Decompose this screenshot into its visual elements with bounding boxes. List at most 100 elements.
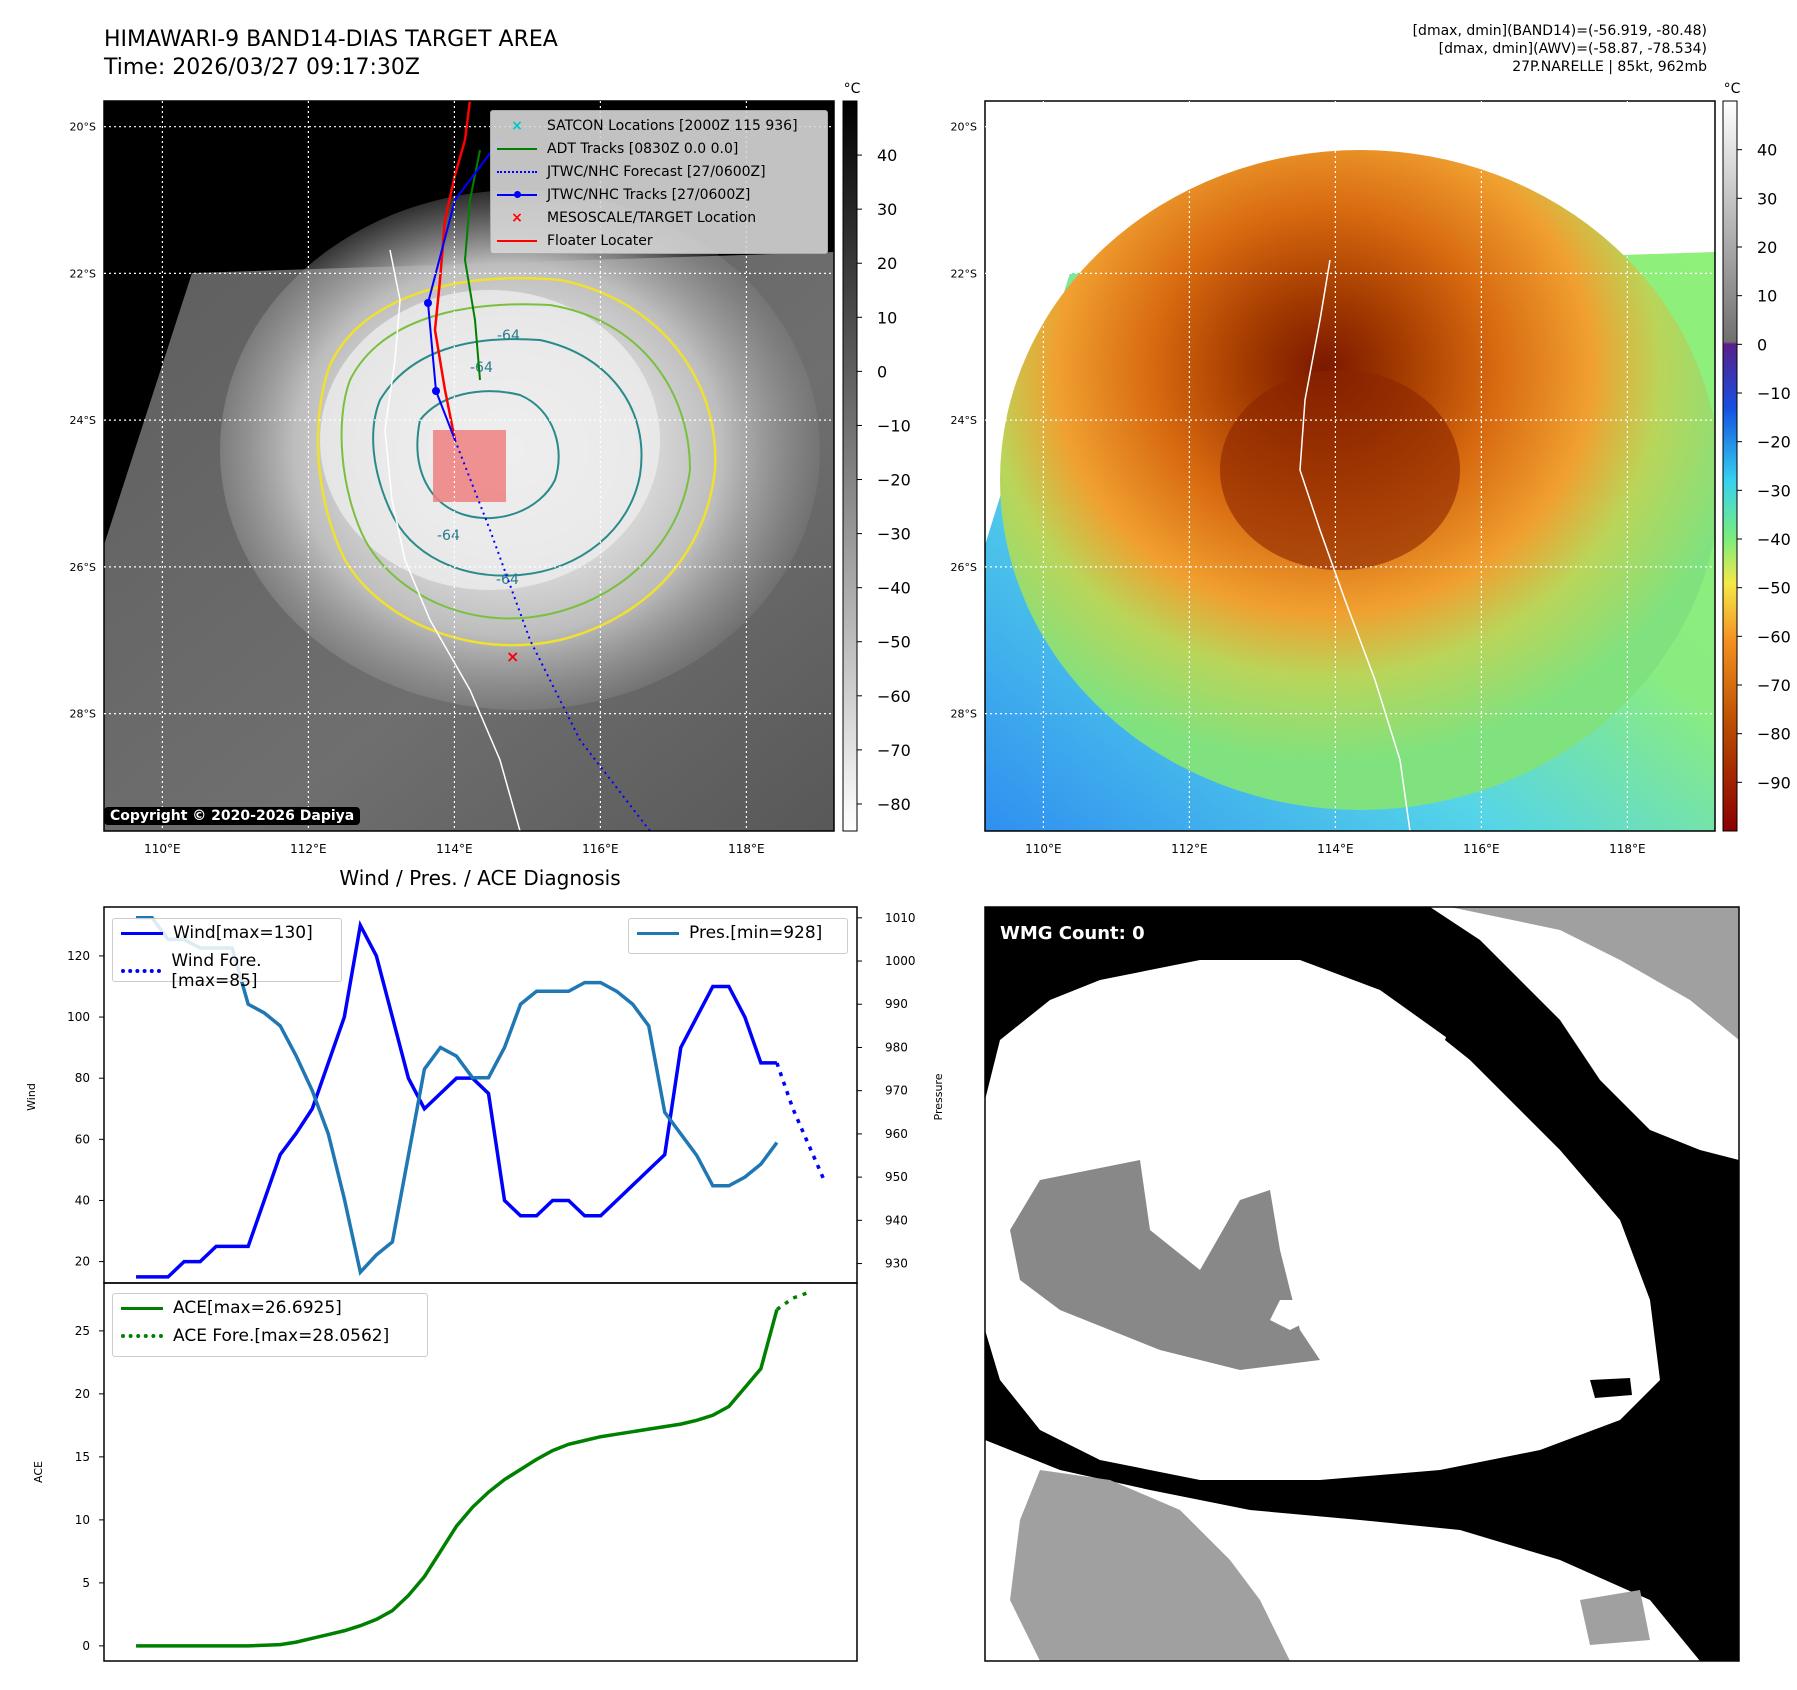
- pressure-ytick-label: 960: [885, 1127, 908, 1141]
- pressure-ytick-label: 990: [885, 997, 908, 1011]
- pressure-ytick-label: 980: [885, 1040, 908, 1054]
- legend-swatch-ace-fore: [121, 1334, 163, 1338]
- ir-cbar-label: 20: [877, 254, 897, 273]
- awv-lat-label: 28°S: [951, 708, 977, 721]
- ir-lat-label: 26°S: [70, 561, 96, 574]
- awv-cbar-label: −70: [1757, 676, 1791, 695]
- figure-time: Time: 2026/03/27 09:17:30Z: [104, 55, 420, 80]
- ir-legend-item: ADT Tracks [0830Z 0.0 0.0]: [497, 137, 827, 160]
- awv-cbar-label: −10: [1757, 384, 1791, 403]
- legend-swatch-ace: [121, 1306, 163, 1310]
- ir-legend-item: × MESOSCALE/TARGET Location: [497, 206, 827, 229]
- legend-ace: ACE[max=26.6925]: [173, 1298, 342, 1318]
- wind-ytick-label: 20: [75, 1255, 90, 1269]
- ir-cbar-label: −10: [877, 416, 911, 435]
- awv-cbar-label: 10: [1757, 287, 1777, 306]
- ir-legend-swatch: ×: [511, 117, 523, 134]
- awv-lat-label: 24°S: [951, 414, 977, 427]
- ir-lon-label: 110°E: [144, 842, 181, 856]
- ir-legend-label: ADT Tracks [0830Z 0.0 0.0]: [547, 140, 739, 157]
- legend-swatch-pressure: [637, 931, 679, 935]
- series-line-1: [775, 1062, 827, 1183]
- ir-cbar-label: 30: [877, 200, 897, 219]
- awv-lon-label: 112°E: [1171, 842, 1208, 856]
- ir-legend-item: × SATCON Locations [2000Z 115 936]: [497, 114, 827, 137]
- ir-lat-label: 22°S: [70, 267, 96, 280]
- ir-legend: × SATCON Locations [2000Z 115 936] ADT Tra…: [490, 110, 828, 254]
- legend-pressure: Pres.[min=928]: [689, 923, 823, 943]
- pressure-legend: Pres.[min=928]: [628, 918, 848, 954]
- wind-ylabel: Wind: [25, 1083, 38, 1111]
- awv-lon-label: 114°E: [1317, 842, 1354, 856]
- ir-legend-label: SATCON Locations [2000Z 115 936]: [547, 117, 798, 134]
- ir-cbar-label: −60: [877, 687, 911, 706]
- pressure-ytick-label: 940: [885, 1213, 908, 1227]
- ir-cbar-label: 10: [877, 308, 897, 327]
- pressure-ytick-label: 930: [885, 1257, 908, 1271]
- pressure-ytick-label: 1000: [885, 954, 916, 968]
- awv-cbar-label: −80: [1757, 725, 1791, 744]
- awv-cbar-label: −50: [1757, 579, 1791, 598]
- ir-legend-label: MESOSCALE/TARGET Location: [547, 209, 757, 226]
- ir-colorbar-unit: °C: [844, 81, 861, 97]
- legend-wind-fore: Wind Fore.[max=85]: [171, 951, 262, 991]
- copyright-badge: Copyright © 2020-2026 Dapiya: [104, 807, 361, 825]
- awv-cbar-label: −90: [1757, 773, 1791, 792]
- wind-ytick-label: 80: [75, 1071, 90, 1085]
- ace-ytick-label: 0: [82, 1639, 90, 1653]
- contour-label: -64: [496, 572, 519, 588]
- ace-legend: ACE[max=26.6925] ACE Fore.[max=28.0562]: [112, 1293, 428, 1357]
- ir-legend-swatch: [497, 190, 537, 198]
- info-storm: 27P.NARELLE | 85kt, 962mb: [1512, 59, 1707, 75]
- ir-cbar-label: −30: [877, 525, 911, 544]
- ir-legend-label: JTWC/NHC Tracks [27/0600Z]: [547, 186, 751, 203]
- pressure-ytick-label: 1010: [885, 911, 916, 925]
- ace-series-line-0: [136, 1309, 779, 1648]
- ir-legend-item: JTWC/NHC Tracks [27/0600Z]: [497, 183, 827, 206]
- ir-legend-label: JTWC/NHC Forecast [27/0600Z]: [547, 163, 766, 180]
- ir-cbar-label: −70: [877, 741, 911, 760]
- ir-cbar-label: −40: [877, 579, 911, 598]
- awv-cbar-label: −60: [1757, 627, 1791, 646]
- awv-colorbar-unit: °C: [1724, 81, 1741, 97]
- contour-label: -64: [437, 528, 460, 544]
- contour-label: -64: [497, 328, 520, 344]
- ir-lat-label: 20°S: [70, 121, 96, 134]
- ace-series-line-1: [775, 1290, 810, 1311]
- pressure-ylabel: Pressure: [932, 1073, 945, 1120]
- legend-wind: Wind[max=130]: [173, 923, 313, 943]
- ir-lon-label: 114°E: [436, 842, 473, 856]
- contour-label: -64: [470, 360, 493, 376]
- ace-ytick-label: 20: [75, 1387, 90, 1401]
- info-band14: [dmax, dmin](BAND14)=(-56.919, -80.48): [1412, 23, 1707, 39]
- ace-ylabel: ACE: [32, 1461, 45, 1483]
- wind-ytick-label: 40: [75, 1193, 90, 1207]
- ir-lon-label: 118°E: [728, 842, 765, 856]
- pressure-ytick-label: 950: [885, 1170, 908, 1184]
- awv-lon-label: 116°E: [1463, 842, 1500, 856]
- ir-legend-swatch: [497, 170, 537, 173]
- awv-cbar-label: −20: [1757, 433, 1791, 452]
- wind-legend: Wind[max=130] Wind Fore.[max=85]: [112, 918, 342, 991]
- awv-cbar-label: 40: [1757, 141, 1777, 160]
- awv-lon-label: 110°E: [1025, 842, 1062, 856]
- ace-ytick-label: 15: [75, 1450, 90, 1464]
- awv-lon-label: 118°E: [1609, 842, 1646, 856]
- figure-title: HIMAWARI-9 BAND14-DIAS TARGET AREA: [104, 27, 558, 52]
- wind-ytick-label: 100: [67, 1010, 90, 1024]
- legend-swatch-wind-fore: [121, 969, 162, 973]
- ir-legend-swatch: [497, 239, 537, 242]
- ir-lon-label: 112°E: [290, 842, 327, 856]
- wind-ytick-label: 60: [75, 1132, 90, 1146]
- legend-swatch-wind: [121, 931, 163, 935]
- ir-cbar-label: 40: [877, 146, 897, 165]
- awv-cbar-label: 30: [1757, 189, 1777, 208]
- ace-ytick-label: 5: [82, 1576, 90, 1590]
- awv-lat-label: 20°S: [951, 121, 977, 134]
- ir-legend-label: Floater Locater: [547, 232, 653, 249]
- ir-legend-swatch: [497, 147, 537, 150]
- awv-cbar-label: 0: [1757, 335, 1767, 354]
